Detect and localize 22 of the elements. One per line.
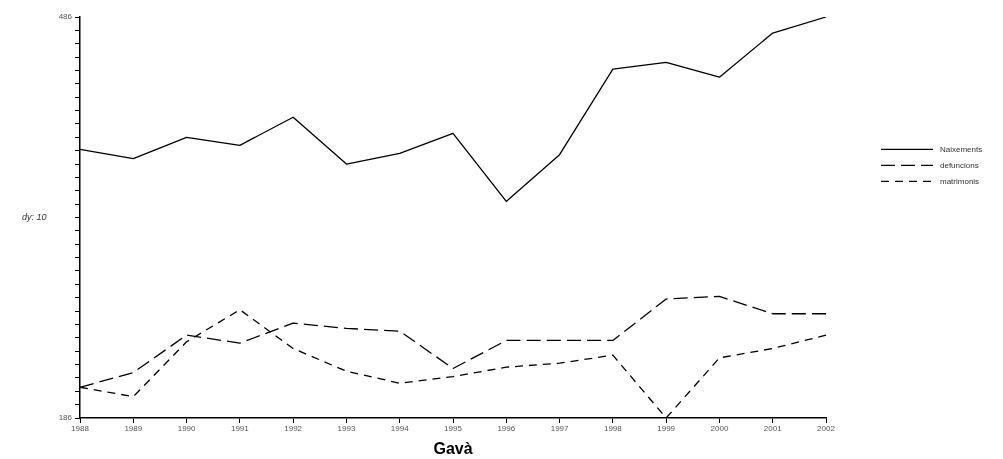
x-tick-label: 1992: [284, 424, 303, 433]
x-axis-title: Gavà: [433, 439, 473, 457]
x-tick-label: 1998: [603, 424, 623, 433]
x-tick-label: 1997: [550, 424, 570, 433]
x-tick-label: 1996: [497, 424, 516, 433]
text: Naixements: [940, 144, 983, 154]
text: defuncions: [940, 160, 979, 170]
x-tick-label: 1999: [657, 424, 676, 433]
x-tick-label: 1994: [390, 424, 410, 433]
text: matrimonis: [940, 176, 980, 186]
y-tick-label: 486: [58, 12, 73, 22]
x-tick-label: 1995: [444, 424, 463, 433]
x-tick-label: 1989: [124, 424, 143, 433]
x-tick-label: 2000: [710, 424, 729, 433]
y-tick-label: 186: [58, 413, 73, 423]
x-tick-label: 1990: [177, 424, 197, 433]
x-tick-label: 2002: [817, 424, 836, 433]
y-axis-title: dy: 10: [22, 212, 47, 222]
x-tick-label: 1993: [337, 424, 356, 433]
x-tick-label: 1991: [230, 424, 250, 433]
x-tick-label: 2001: [763, 424, 783, 433]
x-tick-label: 1988: [71, 424, 90, 433]
